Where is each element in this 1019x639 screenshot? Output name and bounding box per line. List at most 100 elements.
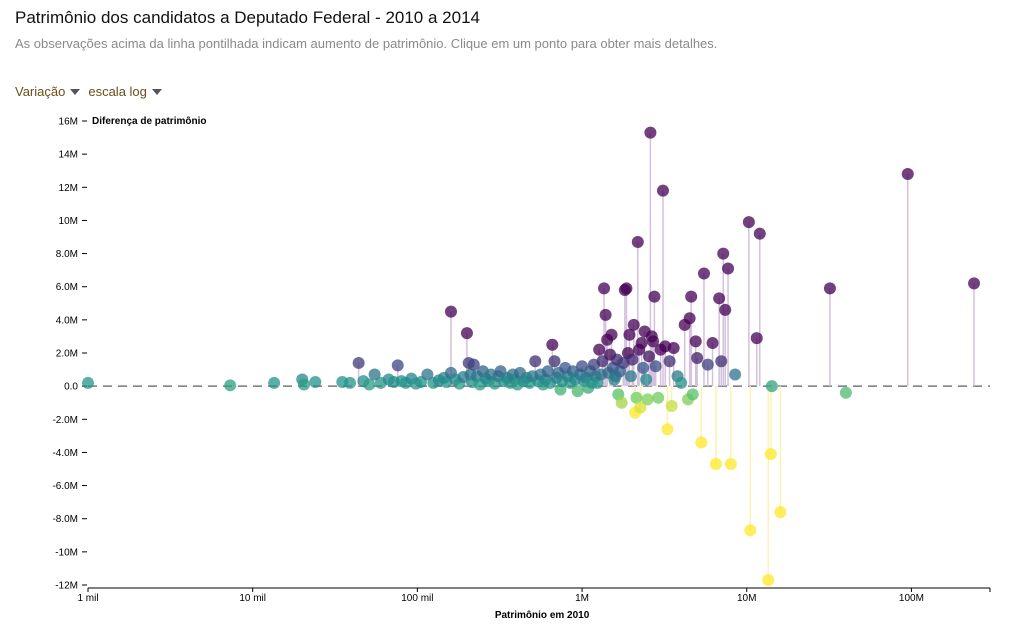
data-point[interactable] bbox=[363, 378, 376, 391]
y-tick-label: 8.0M bbox=[56, 249, 78, 260]
data-point[interactable] bbox=[695, 436, 708, 449]
data-point[interactable] bbox=[421, 368, 434, 381]
y-tick-label: -8.0M bbox=[52, 514, 78, 525]
data-point[interactable] bbox=[715, 355, 728, 368]
y-axis: 16M 14M 12M 10M 8.0M 6.0M 4.0M 2.0M 0.0 -2.0M -4.0… bbox=[52, 117, 87, 592]
data-point[interactable] bbox=[686, 388, 699, 401]
data-point[interactable] bbox=[626, 353, 639, 366]
data-point[interactable] bbox=[643, 350, 656, 363]
data-point[interactable] bbox=[701, 358, 714, 371]
data-point[interactable] bbox=[901, 168, 914, 181]
chart-controls: Variação escala log bbox=[15, 84, 162, 99]
data-point[interactable] bbox=[717, 247, 730, 260]
y-tick-label: 2.0M bbox=[56, 349, 78, 360]
data-point[interactable] bbox=[683, 312, 696, 325]
data-point[interactable] bbox=[644, 126, 657, 139]
data-point[interactable] bbox=[762, 574, 775, 587]
data-point[interactable] bbox=[722, 262, 735, 275]
chart-title: Patrimônio dos candidatos a Deputado Fed… bbox=[15, 8, 480, 27]
data-point[interactable] bbox=[724, 458, 737, 471]
data-point[interactable] bbox=[617, 356, 630, 369]
data-point[interactable] bbox=[697, 267, 710, 280]
data-point[interactable] bbox=[764, 448, 777, 461]
data-point[interactable] bbox=[729, 368, 742, 381]
data-point[interactable] bbox=[641, 393, 654, 406]
data-point[interactable] bbox=[309, 376, 322, 388]
x-tick-label: 100 mil bbox=[401, 593, 433, 604]
data-point[interactable] bbox=[706, 337, 719, 350]
data-point[interactable] bbox=[649, 360, 662, 373]
data-point[interactable] bbox=[344, 376, 357, 389]
data-point[interactable] bbox=[774, 506, 787, 519]
data-point[interactable] bbox=[753, 227, 766, 240]
data-point[interactable] bbox=[709, 458, 722, 471]
data-point[interactable] bbox=[665, 400, 678, 413]
data-point[interactable] bbox=[467, 358, 480, 371]
data-point[interactable] bbox=[647, 335, 660, 348]
data-point[interactable] bbox=[667, 342, 680, 355]
data-point[interactable] bbox=[742, 216, 755, 229]
y-tick-label: 4.0M bbox=[56, 315, 78, 326]
y-tick-label: 10M bbox=[59, 216, 78, 227]
data-point[interactable] bbox=[637, 361, 650, 374]
data-point[interactable] bbox=[541, 365, 554, 378]
data-point[interactable] bbox=[627, 318, 640, 331]
data-point[interactable] bbox=[640, 373, 653, 386]
y-tick-label: -10M bbox=[55, 547, 78, 558]
data-point[interactable] bbox=[599, 308, 612, 321]
data-point[interactable] bbox=[224, 379, 237, 392]
data-point[interactable] bbox=[823, 282, 836, 295]
data-point[interactable] bbox=[268, 376, 281, 389]
y-tick-label: 6.0M bbox=[56, 282, 78, 293]
data-point[interactable] bbox=[713, 292, 726, 305]
data-point[interactable] bbox=[656, 184, 669, 197]
data-point[interactable] bbox=[546, 338, 559, 351]
data-point[interactable] bbox=[652, 391, 665, 404]
data-point[interactable] bbox=[593, 343, 606, 356]
data-point[interactable] bbox=[635, 337, 648, 350]
data-point[interactable] bbox=[750, 332, 763, 345]
data-point[interactable] bbox=[691, 351, 704, 364]
data-point[interactable] bbox=[444, 305, 457, 318]
y-tick-label: -4.0M bbox=[52, 448, 78, 459]
data-point[interactable] bbox=[529, 355, 542, 368]
data-point[interactable] bbox=[765, 380, 778, 393]
data-point[interactable] bbox=[391, 359, 404, 372]
x-tick-label: 10M bbox=[737, 593, 756, 604]
data-point[interactable] bbox=[460, 327, 473, 340]
data-point[interactable] bbox=[648, 290, 661, 303]
data-point[interactable] bbox=[615, 396, 628, 409]
data-point[interactable] bbox=[571, 385, 584, 398]
data-point[interactable] bbox=[298, 378, 311, 391]
y-tick-label: -6.0M bbox=[52, 481, 78, 492]
data-point[interactable] bbox=[675, 376, 688, 389]
data-point[interactable] bbox=[685, 290, 698, 303]
mode-dropdown[interactable]: Variação bbox=[15, 84, 81, 99]
data-point[interactable] bbox=[661, 423, 674, 436]
data-point[interactable] bbox=[630, 391, 643, 404]
data-point[interactable] bbox=[968, 277, 981, 290]
y-tick-label: 14M bbox=[59, 150, 78, 161]
y-tick-label: -12M bbox=[55, 581, 78, 592]
x-tick-label: 1M bbox=[575, 593, 589, 604]
data-point[interactable] bbox=[620, 282, 633, 295]
data-point[interactable] bbox=[689, 335, 702, 348]
x-tick-label: 1 mil bbox=[77, 593, 98, 604]
data-point[interactable] bbox=[624, 370, 637, 383]
data-point[interactable] bbox=[368, 368, 381, 381]
data-point[interactable] bbox=[623, 328, 636, 341]
data-point[interactable] bbox=[548, 355, 561, 368]
data-point[interactable] bbox=[605, 328, 618, 341]
data-point[interactable] bbox=[663, 355, 676, 368]
data-point[interactable] bbox=[631, 235, 644, 248]
data-point[interactable] bbox=[598, 282, 611, 295]
data-point[interactable] bbox=[719, 303, 732, 316]
data-point[interactable] bbox=[82, 376, 94, 389]
data-point[interactable] bbox=[744, 524, 757, 537]
x-axis-title: Patrimônio em 2010 bbox=[495, 610, 590, 621]
scale-dropdown[interactable]: escala log bbox=[88, 84, 162, 99]
data-point[interactable] bbox=[634, 401, 647, 414]
data-point[interactable] bbox=[839, 386, 852, 399]
data-point[interactable] bbox=[352, 356, 365, 369]
